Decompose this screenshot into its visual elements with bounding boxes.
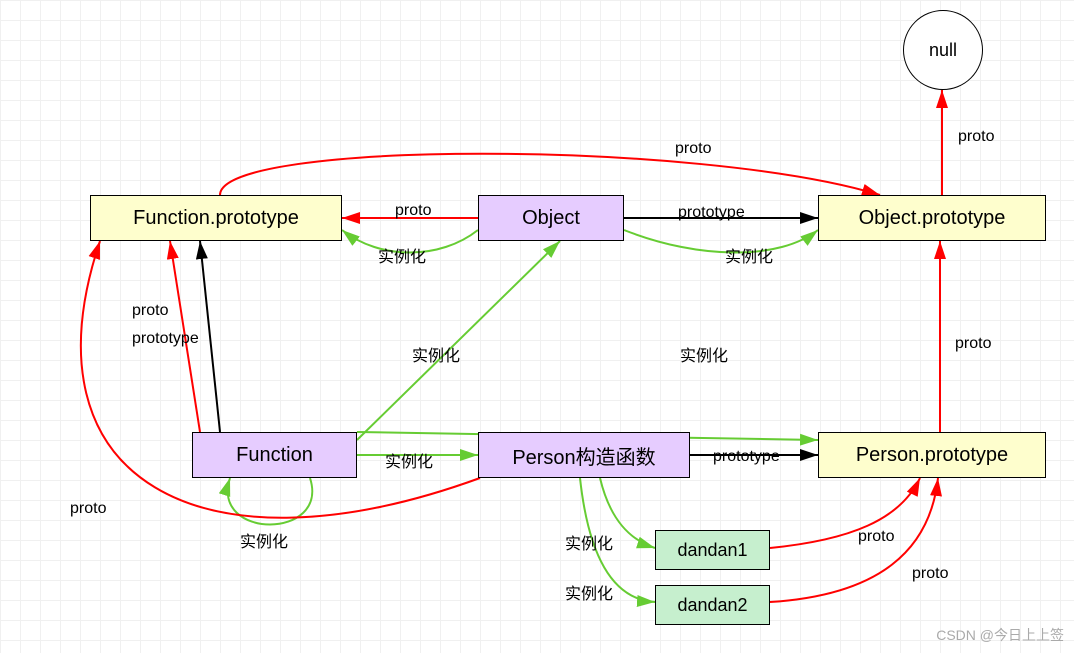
edge-label-e14: proto (70, 500, 106, 518)
edge-label-e6: 实例化 (378, 243, 426, 267)
node-fn_proto: Function.prototype (90, 195, 342, 241)
edge-label-e9: 实例化 (412, 342, 460, 366)
watermark: CSDN @今日上上签 (936, 625, 1064, 645)
edge-label-e1: proto (958, 128, 994, 146)
edge-label-e12: 实例化 (240, 528, 288, 552)
edge-label-e15: 实例化 (565, 530, 613, 554)
node-obj_proto: Object.prototype (818, 195, 1046, 241)
node-person_proto: Person.prototype (818, 432, 1046, 478)
edge-label-e19: proto (955, 335, 991, 353)
canvas-grid (0, 0, 1074, 653)
edge-label-e16: 实例化 (565, 580, 613, 604)
node-object: Object (478, 195, 624, 241)
node-person: Person构造函数 (478, 432, 690, 478)
edge-label-e17: proto (858, 528, 894, 546)
node-null: null (903, 10, 983, 90)
node-dandan2: dandan2 (655, 585, 770, 625)
edge-label-e4: prototype (678, 204, 745, 222)
node-dandan1: dandan1 (655, 530, 770, 570)
edge-label-e5: 实例化 (725, 243, 773, 267)
edge-label-e11: 实例化 (385, 448, 433, 472)
edge-label-e7: proto (132, 302, 168, 320)
edge-label-e13: prototype (713, 448, 780, 466)
edge-label-e3: proto (395, 202, 431, 220)
node-function: Function (192, 432, 357, 478)
edge-label-e2: proto (675, 140, 711, 158)
edge-label-e8: prototype (132, 330, 199, 348)
edge-label-e18: proto (912, 565, 948, 583)
edge-label-e10: 实例化 (680, 342, 728, 366)
